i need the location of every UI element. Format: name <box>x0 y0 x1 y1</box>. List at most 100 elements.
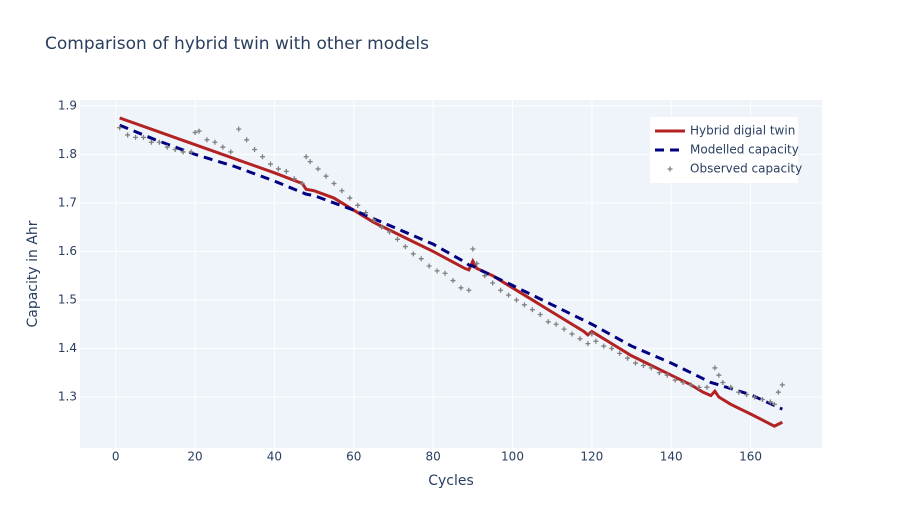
observed-marker <box>148 139 154 145</box>
observed-marker <box>379 224 385 230</box>
y-tick-label: 1.8 <box>58 147 77 161</box>
observed-marker <box>339 188 345 194</box>
observed-marker <box>640 362 646 368</box>
legend-symbol <box>667 166 673 172</box>
legend-label: Modelled capacity <box>690 143 799 157</box>
observed-marker <box>771 401 777 407</box>
observed-marker <box>347 195 353 201</box>
observed-marker <box>474 261 480 267</box>
x-tick-label: 20 <box>187 450 202 464</box>
observed-marker <box>303 154 309 160</box>
y-tick-label: 1.7 <box>58 195 77 209</box>
observed-marker <box>283 168 289 174</box>
x-tick-label: 100 <box>501 450 524 464</box>
observed-marker <box>156 139 162 145</box>
observed-marker <box>712 365 718 371</box>
observed-marker <box>672 377 678 383</box>
observed-marker <box>759 396 765 402</box>
observed-marker <box>593 338 599 344</box>
marks <box>117 116 785 428</box>
observed-marker <box>716 372 722 378</box>
observed-marker <box>125 132 131 138</box>
legend-label: Hybrid digial twin <box>690 124 795 138</box>
y-axis-title: Capacity in Ahr <box>25 220 41 327</box>
observed-marker <box>299 180 305 186</box>
observed-marker <box>482 273 488 279</box>
observed-marker <box>680 379 686 385</box>
observed-marker <box>609 346 615 352</box>
observed-marker <box>386 229 392 235</box>
observed-marker <box>545 319 551 325</box>
observed-marker <box>466 287 472 293</box>
observed-marker <box>355 202 361 208</box>
observed-marker <box>371 217 377 223</box>
observed-marker <box>291 176 297 182</box>
y-tick-label: 1.9 <box>58 98 77 112</box>
observed-marker <box>744 392 750 398</box>
y-tick-label: 1.3 <box>58 390 77 404</box>
observed-marker <box>228 149 234 155</box>
observed-marker <box>180 149 186 155</box>
observed-marker <box>252 147 258 153</box>
observed-marker <box>418 256 424 262</box>
x-tick-label: 80 <box>426 450 441 464</box>
observed-marker <box>442 270 448 276</box>
observed-marker <box>648 365 654 371</box>
observed-marker <box>589 331 595 337</box>
observed-marker <box>633 360 639 366</box>
observed-marker <box>601 343 607 349</box>
observed-marker <box>577 336 583 342</box>
y-tick-label: 1.5 <box>58 292 77 306</box>
observed-marker <box>140 134 146 140</box>
observed-marker <box>537 312 543 318</box>
x-tick-label: 40 <box>267 450 282 464</box>
observed-marker <box>513 297 519 303</box>
observed-marker <box>767 399 773 405</box>
observed-marker <box>188 149 194 155</box>
legend-label: Observed capacity <box>690 162 802 176</box>
observed-marker <box>617 350 623 356</box>
observed-marker <box>212 139 218 145</box>
series-line <box>119 123 783 411</box>
observed-marker <box>498 287 504 293</box>
observed-marker <box>410 251 416 257</box>
chart-title: Comparison of hybrid twin with other mod… <box>45 34 429 54</box>
observed-marker <box>196 128 202 134</box>
observed-marker <box>470 246 476 252</box>
observed-marker <box>426 263 432 269</box>
observed-marker <box>164 144 170 150</box>
observed-marker <box>506 292 512 298</box>
x-tick-label: 160 <box>739 450 762 464</box>
observed-marker <box>696 384 702 390</box>
observed-marker <box>275 166 281 172</box>
observed-marker <box>244 137 250 143</box>
observed-marker <box>529 307 535 313</box>
observed-marker <box>323 173 329 179</box>
observed-marker <box>561 326 567 332</box>
observed-marker <box>220 144 226 150</box>
observed-marker <box>704 384 710 390</box>
observed-marker <box>490 280 496 286</box>
series-line <box>119 116 783 428</box>
observed-marker <box>402 244 408 250</box>
y-tick-label: 1.4 <box>58 341 77 355</box>
observed-marker <box>553 321 559 327</box>
x-tick-label: 140 <box>660 450 683 464</box>
observed-marker <box>315 166 321 172</box>
observed-marker <box>434 268 440 274</box>
observed-marker <box>450 278 456 284</box>
observed-marker <box>236 126 242 132</box>
observed-marker <box>728 384 734 390</box>
observed-marker <box>720 379 726 385</box>
legend: Hybrid digial twin Modelled capacity Obser… <box>650 117 802 183</box>
observed-marker <box>394 236 400 242</box>
observed-marker <box>133 134 139 140</box>
observed-marker <box>307 159 313 165</box>
observed-marker <box>267 161 273 167</box>
observed-marker <box>775 389 781 395</box>
observed-marker <box>656 370 662 376</box>
observed-marker <box>752 394 758 400</box>
observed-marker <box>569 331 575 337</box>
observed-marker <box>458 285 464 291</box>
